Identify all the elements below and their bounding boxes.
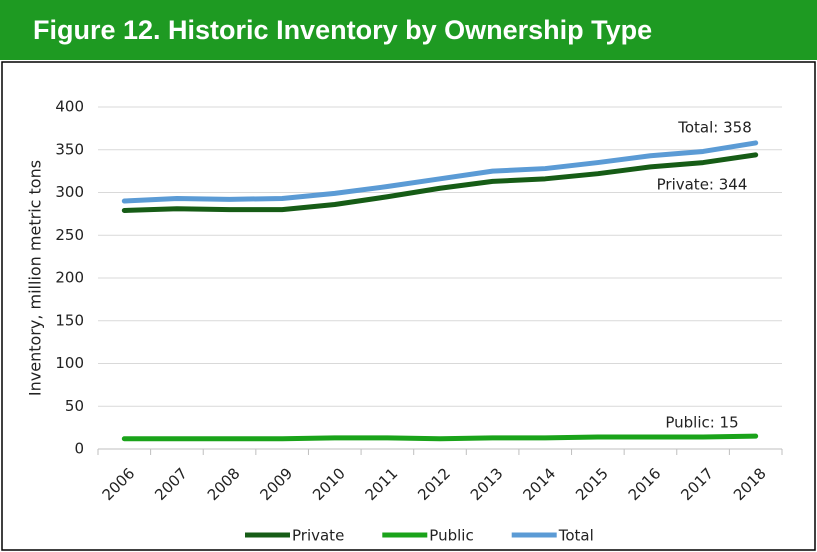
x-tick-label: 2008 — [204, 464, 244, 504]
y-tick-label: 150 — [55, 311, 84, 329]
x-tick-label: 2012 — [414, 464, 454, 504]
figure-title: Figure 12. Historic Inventory by Ownersh… — [0, 0, 817, 60]
series-line — [121, 152, 759, 213]
y-tick-label: 50 — [65, 397, 84, 415]
legend-label: Public — [429, 527, 473, 545]
series-line — [121, 140, 759, 204]
y-tick-label: 350 — [55, 140, 84, 158]
x-tick-label: 2017 — [677, 464, 717, 504]
annotation: Public: 15 — [665, 414, 738, 432]
y-tick-label: 200 — [55, 269, 84, 287]
x-tick-label: 2010 — [309, 464, 349, 504]
x-tick-label: 2013 — [467, 464, 507, 504]
legend-label: Private — [292, 527, 344, 545]
y-axis-title: Inventory, million metric tons — [26, 160, 45, 396]
x-tick-label: 2006 — [99, 464, 139, 504]
series-line — [121, 433, 759, 442]
y-tick-label: 400 — [55, 98, 84, 116]
y-tick-label: 100 — [55, 354, 84, 372]
y-tick-label: 300 — [55, 183, 84, 201]
chart-border — [1, 61, 816, 551]
x-tick-label: 2009 — [256, 464, 296, 504]
x-tick-label: 2016 — [625, 464, 665, 504]
y-tick-label: 0 — [74, 440, 84, 458]
x-tick-label: 2015 — [572, 464, 612, 504]
annotation: Total: 358 — [677, 119, 751, 137]
annotation: Private: 344 — [657, 176, 748, 194]
x-tick-label: 2014 — [520, 464, 560, 504]
legend-label: Total — [558, 527, 594, 545]
x-tick-label: 2011 — [362, 464, 402, 504]
y-tick-label: 250 — [55, 226, 84, 244]
x-tick-label: 2018 — [730, 464, 770, 504]
x-tick-label: 2007 — [151, 464, 191, 504]
